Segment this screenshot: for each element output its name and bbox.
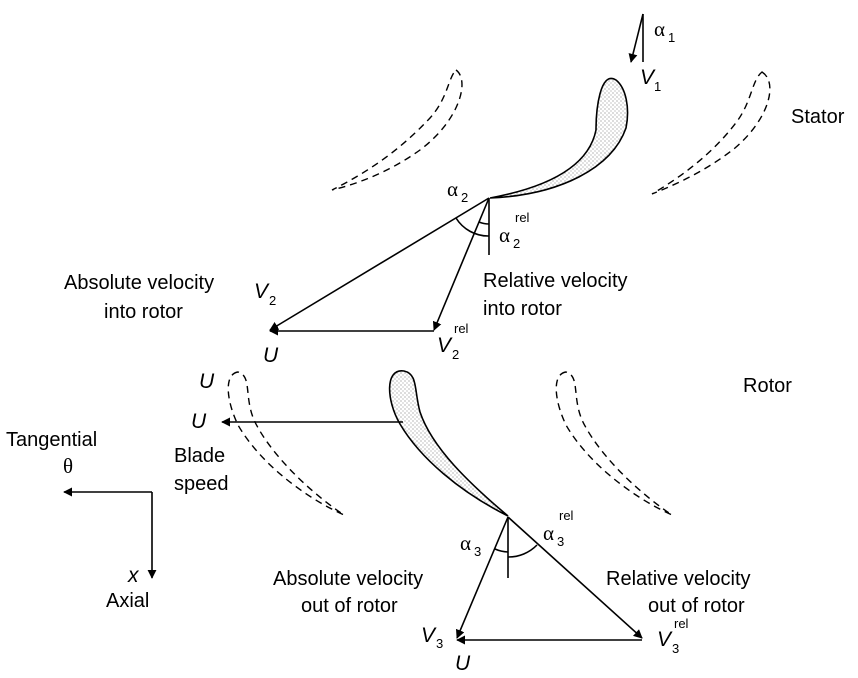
svg-text:2: 2 <box>461 190 468 205</box>
alpha3-rel-symbol: α 3 rel <box>543 508 574 549</box>
x-symbol: x <box>127 564 140 587</box>
svg-text:V: V <box>437 334 453 357</box>
svg-text:2: 2 <box>269 293 276 308</box>
svg-text:α: α <box>499 223 510 247</box>
stator-label: Stator <box>791 106 845 128</box>
relative-velocity-v2-arrow <box>432 197 490 331</box>
u-symbol-rotor-top: U <box>199 370 215 393</box>
alpha3-rel-angle-arc <box>507 544 538 558</box>
svg-text:V: V <box>657 628 673 651</box>
u-symbol-blade-speed: U <box>191 410 207 433</box>
svg-text:α: α <box>543 521 554 545</box>
stator-blade-right <box>651 71 771 195</box>
svg-text:1: 1 <box>668 30 675 45</box>
svg-text:3: 3 <box>474 544 481 559</box>
svg-text:1: 1 <box>654 79 661 94</box>
stator-blade-left <box>331 69 463 191</box>
svg-text:2: 2 <box>513 236 520 251</box>
relative-velocity-in-label-line2: into rotor <box>483 298 562 320</box>
absolute-velocity-v2-arrow <box>269 197 490 331</box>
svg-text:α: α <box>460 531 471 555</box>
svg-text:V: V <box>640 66 656 89</box>
alpha2-rel-angle-arc <box>478 221 490 225</box>
svg-text:α: α <box>447 177 458 201</box>
svg-text:3: 3 <box>672 641 679 656</box>
alpha1-symbol: α 1 <box>654 17 675 45</box>
theta-symbol: θ <box>63 454 73 478</box>
tangential-label: Tangential <box>6 429 97 451</box>
svg-text:α: α <box>654 17 665 41</box>
svg-text:3: 3 <box>436 636 443 651</box>
v3-rel-symbol: V 3 rel <box>657 616 689 656</box>
v3-symbol: V 3 <box>421 624 443 651</box>
svg-text:rel: rel <box>454 321 469 336</box>
relative-velocity-out-label-line1: Relative velocity <box>606 568 751 590</box>
v2-symbol: V 2 <box>254 280 276 308</box>
stator-blade-center <box>489 77 629 199</box>
svg-text:V: V <box>421 624 437 647</box>
alpha2-angle-arc <box>455 217 490 237</box>
alpha3-symbol: α 3 <box>460 531 481 559</box>
v1-symbol: V 1 <box>640 66 661 94</box>
rotor-blade-right <box>555 371 673 516</box>
inlet-velocity-arrow <box>628 13 644 63</box>
absolute-velocity-out-label-line2: out of rotor <box>301 595 398 617</box>
svg-text:2: 2 <box>452 347 459 362</box>
absolute-velocity-in-label-line2: into rotor <box>104 301 183 323</box>
rotor-blade-left <box>227 371 345 516</box>
svg-text:V: V <box>254 280 270 303</box>
rotor-blade-center <box>388 370 509 517</box>
alpha2-rel-symbol: α 2 rel <box>499 210 530 251</box>
svg-text:rel: rel <box>515 210 530 225</box>
blade-speed-label-line2: speed <box>174 473 229 495</box>
svg-text:3: 3 <box>557 534 564 549</box>
absolute-velocity-v3-arrow <box>455 516 509 639</box>
absolute-velocity-out-label-line1: Absolute velocity <box>273 568 423 590</box>
svg-text:rel: rel <box>674 616 689 631</box>
absolute-velocity-in-label-line1: Absolute velocity <box>64 272 214 294</box>
v2-rel-symbol: V 2 rel <box>437 321 469 362</box>
alpha3-angle-arc <box>494 548 509 553</box>
u-symbol-exit: U <box>455 652 471 675</box>
u-symbol-inlet: U <box>263 344 279 367</box>
relative-velocity-out-label-line2: out of rotor <box>648 595 745 617</box>
svg-text:rel: rel <box>559 508 574 523</box>
axial-label: Axial <box>106 590 149 612</box>
alpha2-symbol: α 2 <box>447 177 468 205</box>
relative-velocity-v3-arrow <box>507 516 643 639</box>
rotor-label: Rotor <box>743 375 792 397</box>
relative-velocity-in-label-line1: Relative velocity <box>483 270 628 292</box>
blade-speed-label-line1: Blade <box>174 445 225 467</box>
